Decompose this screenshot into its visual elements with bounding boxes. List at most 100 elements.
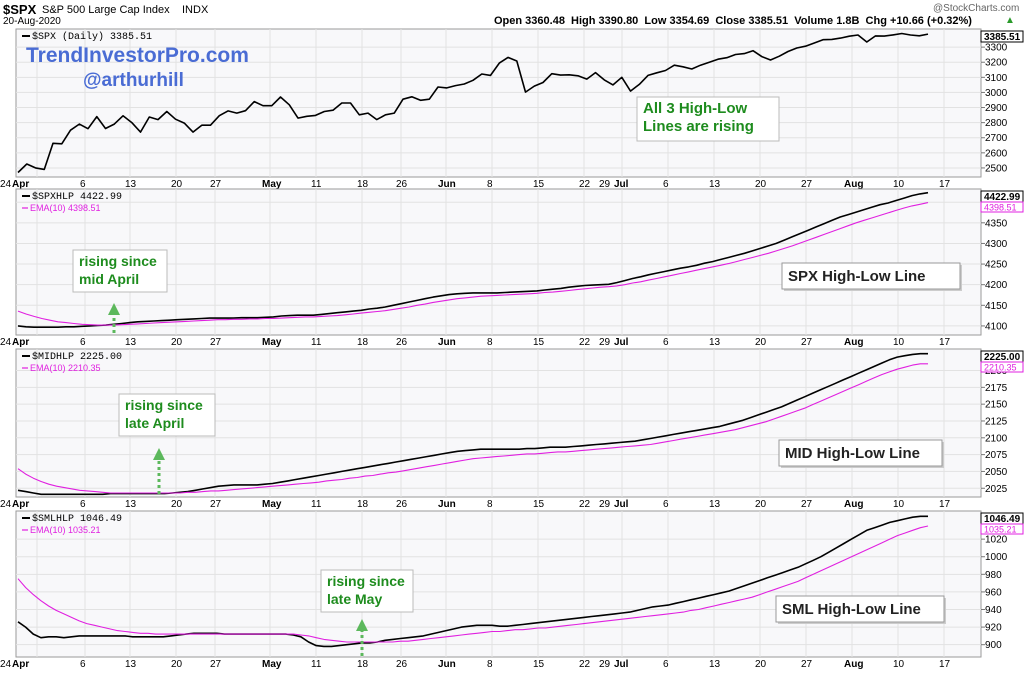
y-tick-label: 2900 (985, 103, 1008, 114)
y-tick-label: 960 (985, 587, 1002, 598)
legend-label: $MIDHLP 2225.00 (32, 351, 122, 363)
x-tick-label: 22 (579, 499, 591, 510)
annotation-all-rising-text: All 3 High-Low (643, 100, 747, 117)
x-tick-label: 20 (755, 337, 767, 348)
price-line (17, 515, 928, 648)
annotation-mid-text: rising since (125, 397, 203, 413)
x-tick-label: 24 (0, 179, 12, 190)
x-tick-label: 20 (755, 499, 767, 510)
ema-value-tag (980, 201, 1024, 213)
x-tick-label: 6 (80, 337, 86, 348)
x-tick-label: 17 (939, 659, 951, 670)
legend-label: $SMLHLP 1046.49 (32, 513, 122, 525)
x-tick-label: 15 (533, 337, 545, 348)
x-tick-label: 6 (663, 659, 669, 670)
ohlc-summary: Open 3360.48 High 3390.80 Low 3354.69 Cl… (494, 15, 972, 27)
annotation-mid-box (118, 393, 216, 437)
x-tick-label: 11 (311, 337, 322, 348)
ema-line (17, 202, 929, 326)
x-tick-label: 15 (533, 499, 545, 510)
x-tick-label: 24 (0, 337, 12, 348)
x-tick-label: May (262, 179, 282, 190)
y-tick-label: 4100 (985, 321, 1008, 332)
x-tick-label: Jun (438, 499, 456, 510)
x-tick-label: 22 (579, 659, 591, 670)
x-tick-label: 29 (599, 337, 611, 348)
annotation-spx-box (72, 249, 168, 293)
x-tick-label: 27 (801, 499, 813, 510)
mid-label-text: MID High-Low Line (785, 445, 920, 462)
y-tick-label: 2025 (985, 484, 1008, 495)
x-tick-label: 13 (125, 499, 137, 510)
x-tick-label: Aug (844, 499, 863, 510)
mid-label-box (778, 439, 943, 467)
x-tick-label: May (262, 659, 282, 670)
y-tick-label: 3300 (985, 43, 1008, 54)
x-tick-label: 27 (801, 337, 813, 348)
x-tick-label: Jul (614, 499, 629, 510)
x-tick-label: 18 (357, 179, 369, 190)
x-tick-label: 27 (210, 179, 222, 190)
y-tick-label: 3100 (985, 73, 1008, 84)
x-tick-label: 27 (210, 659, 222, 670)
x-tick-label: 11 (311, 179, 322, 190)
annotation-spx-text: rising since (79, 253, 157, 269)
x-tick-label: 24 (0, 499, 12, 510)
x-tick-label: 26 (396, 179, 408, 190)
panel-frame-smlhlp (15, 510, 982, 658)
x-tick-label: 17 (939, 337, 951, 348)
header-date: 20-Aug-2020 (3, 16, 61, 27)
x-tick-label: 29 (599, 179, 611, 190)
x-tick-label: Apr (12, 499, 29, 510)
up-arrow-icon: ▲ (1005, 15, 1015, 26)
y-tick-label: 2100 (985, 433, 1008, 444)
x-tick-label: Jun (438, 337, 456, 348)
x-tick-label: 8 (487, 179, 493, 190)
y-tick-label: 2700 (985, 133, 1008, 144)
x-tick-label: 13 (709, 659, 721, 670)
x-tick-label: Aug (844, 659, 863, 670)
ema-legend-label: EMA(10) 1035.21 (30, 525, 101, 535)
ema-line (17, 363, 928, 494)
annotation-all-rising-text: Lines are rising (643, 118, 754, 135)
x-tick-label: 20 (171, 337, 183, 348)
annotation-all-rising-box (636, 96, 780, 142)
annotation-sml-text: rising since (327, 573, 405, 589)
x-tick-label: 8 (487, 499, 493, 510)
x-tick-label: 27 (210, 337, 222, 348)
last-value-label: 1046.49 (984, 514, 1021, 525)
x-tick-label: 10 (893, 337, 905, 348)
ema-value-tag (980, 523, 1024, 535)
x-tick-label: 18 (357, 659, 369, 670)
y-tick-label: 1000 (985, 552, 1008, 563)
x-tick-label: Jul (614, 337, 629, 348)
ema-value-label: 2210.35 (984, 363, 1017, 373)
x-tick-label: 17 (939, 499, 951, 510)
annotation-sml-text: late May (327, 591, 382, 607)
y-tick-label: 1020 (985, 535, 1008, 546)
y-tick-label: 4250 (985, 260, 1008, 271)
ema-legend-label: EMA(10) 2210.35 (30, 363, 101, 373)
x-tick-label: 11 (311, 659, 322, 670)
x-tick-label: 18 (357, 337, 369, 348)
x-tick-label: 22 (579, 337, 591, 348)
arrow-spx-head (108, 303, 120, 315)
brand-site: TrendInvestorPro.com (26, 44, 249, 67)
ema-line (17, 525, 929, 643)
y-tick-label: 2150 (985, 400, 1008, 411)
legend-label: $SPX (Daily) 3385.51 (32, 31, 152, 43)
y-tick-label: 2175 (985, 383, 1008, 394)
legend-label: $SPXHLP 4422.99 (32, 191, 122, 203)
x-tick-label: 6 (663, 499, 669, 510)
x-tick-label: 17 (939, 179, 951, 190)
x-tick-label: 20 (171, 179, 183, 190)
x-tick-label: 27 (801, 179, 813, 190)
x-tick-label: Jul (614, 179, 629, 190)
x-tick-label: 18 (357, 499, 369, 510)
x-tick-label: 11 (311, 499, 322, 510)
y-tick-label: 920 (985, 623, 1002, 634)
y-tick-label: 3000 (985, 88, 1008, 99)
x-tick-label: 29 (599, 659, 611, 670)
x-tick-label: 26 (396, 499, 408, 510)
spx-label-box (781, 262, 961, 290)
